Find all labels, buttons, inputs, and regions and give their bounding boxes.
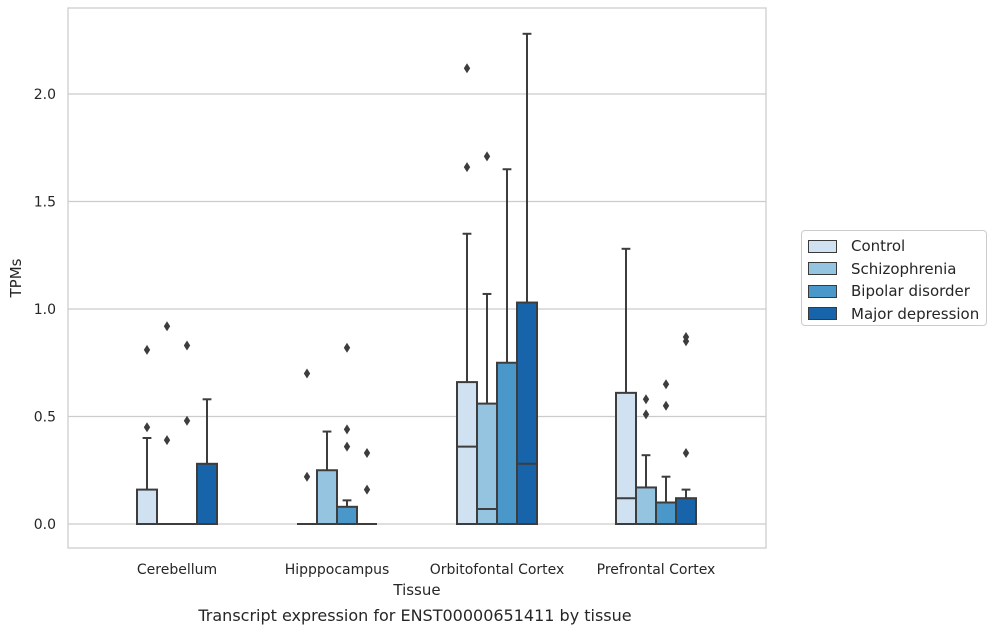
outlier-point bbox=[682, 448, 690, 459]
legend-item-bipolar-disorder: Bipolar disorder bbox=[808, 280, 980, 303]
box-iqr bbox=[615, 391, 637, 525]
box-schizophrenia bbox=[157, 321, 177, 525]
box-schizophrenia bbox=[635, 394, 657, 526]
box-bipolar-disorder bbox=[336, 342, 358, 525]
y-tick-label: 0.0 bbox=[34, 517, 56, 533]
outlier-point bbox=[163, 321, 171, 332]
box-schizophrenia bbox=[476, 151, 498, 526]
outlier-point bbox=[363, 484, 371, 495]
box-iqr bbox=[336, 505, 358, 525]
box-bipolar-disorder bbox=[496, 168, 518, 525]
box-iqr bbox=[316, 469, 338, 525]
x-tick-label: Cerebellum bbox=[137, 562, 217, 578]
y-tick-label: 1.0 bbox=[34, 302, 56, 318]
y-tick-label: 0.5 bbox=[34, 410, 56, 426]
box-iqr bbox=[655, 501, 677, 525]
box-bipolar-disorder bbox=[655, 379, 677, 525]
y-axis-label: TPMs bbox=[7, 258, 25, 298]
x-tick-label: Hipppocampus bbox=[285, 562, 390, 578]
box-major-depression bbox=[675, 331, 697, 526]
box-control bbox=[297, 368, 317, 525]
box-iqr bbox=[516, 301, 538, 525]
outlier-point bbox=[143, 422, 151, 433]
outlier-point bbox=[642, 394, 650, 405]
box-iqr bbox=[675, 497, 697, 526]
box-control bbox=[615, 247, 637, 525]
box-iqr bbox=[496, 361, 518, 525]
box-bipolar-disorder bbox=[177, 340, 197, 525]
x-tick-labels: Cerebellum Hipppocampus Orbitofontal Corte… bbox=[137, 562, 715, 578]
box-schizophrenia bbox=[316, 430, 338, 525]
box-iqr bbox=[196, 462, 218, 525]
legend: Control Schizophrenia Bipolar disorder M… bbox=[801, 230, 987, 326]
box-iqr bbox=[476, 402, 498, 526]
box-plot-area bbox=[136, 32, 697, 526]
legend-item-schizophrenia: Schizophrenia bbox=[808, 258, 980, 281]
outlier-point bbox=[303, 471, 311, 482]
legend-label-bipolar-disorder: Bipolar disorder bbox=[851, 282, 970, 301]
outlier-point bbox=[183, 415, 191, 426]
legend-swatch-schizophrenia bbox=[808, 262, 837, 276]
box-iqr bbox=[136, 488, 158, 526]
legend-item-major-depression: Major depression bbox=[808, 303, 980, 326]
box-iqr bbox=[456, 381, 478, 525]
gridlines bbox=[68, 93, 766, 525]
legend-swatch-control bbox=[808, 239, 837, 253]
outlier-point bbox=[183, 340, 191, 351]
outlier-point bbox=[682, 331, 690, 342]
x-axis-label: Tissue bbox=[392, 581, 440, 599]
outlier-point bbox=[463, 63, 471, 74]
y-tick-label: 1.5 bbox=[34, 195, 56, 211]
box-major-depression bbox=[196, 398, 218, 525]
outlier-point bbox=[463, 162, 471, 173]
legend-swatch-bipolar-disorder bbox=[808, 284, 837, 298]
outlier-point bbox=[303, 368, 311, 379]
box-major-depression bbox=[516, 32, 538, 525]
box-major-depression bbox=[357, 448, 377, 525]
x-tick-label: Orbitofontal Cortex bbox=[430, 562, 565, 578]
outlier-point bbox=[343, 342, 351, 353]
y-tick-label: 2.0 bbox=[34, 87, 56, 103]
legend-swatch-major-depression bbox=[808, 307, 837, 321]
plot-frame bbox=[67, 7, 767, 549]
outlier-point bbox=[662, 400, 670, 411]
legend-label-major-depression: Major depression bbox=[851, 304, 980, 323]
legend-item-control: Control bbox=[808, 235, 980, 258]
legend-label-schizophrenia: Schizophrenia bbox=[851, 259, 957, 278]
box-control bbox=[456, 63, 478, 525]
outlier-point bbox=[163, 435, 171, 446]
outlier-point bbox=[343, 424, 351, 435]
outlier-point bbox=[642, 409, 650, 420]
box-iqr bbox=[635, 486, 657, 526]
y-tick-labels: 0.0 0.5 1.0 1.5 2.0 bbox=[34, 87, 56, 533]
chart-caption: Transcript expression for ENST0000065141… bbox=[198, 606, 632, 625]
outlier-point bbox=[483, 151, 491, 162]
outlier-point bbox=[343, 441, 351, 452]
outlier-point bbox=[662, 379, 670, 390]
legend-label-control: Control bbox=[851, 237, 906, 256]
box-control bbox=[136, 344, 158, 526]
outlier-point bbox=[363, 448, 371, 459]
outlier-point bbox=[143, 344, 151, 355]
x-tick-label: Prefrontal Cortex bbox=[597, 562, 716, 578]
